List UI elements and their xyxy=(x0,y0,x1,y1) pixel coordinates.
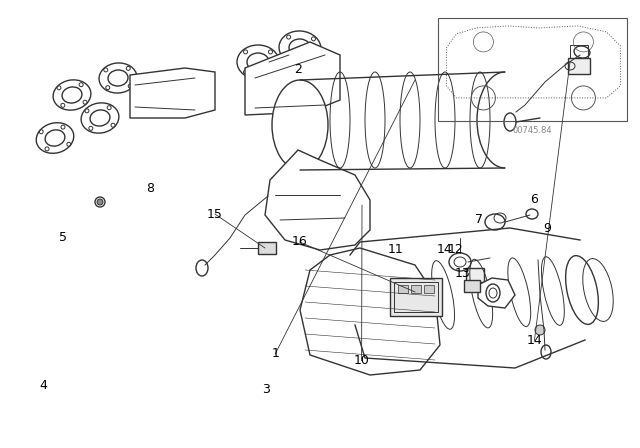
Ellipse shape xyxy=(342,263,374,332)
Bar xyxy=(390,278,442,316)
Bar xyxy=(570,45,588,59)
Text: 00745.84: 00745.84 xyxy=(513,126,552,135)
Polygon shape xyxy=(130,68,215,118)
Polygon shape xyxy=(300,248,440,375)
Bar xyxy=(466,268,484,282)
Text: 1: 1 xyxy=(271,347,279,361)
Polygon shape xyxy=(478,278,515,308)
Text: 7: 7 xyxy=(475,213,483,226)
Polygon shape xyxy=(245,42,340,115)
Bar xyxy=(568,58,590,74)
Bar xyxy=(464,280,480,292)
Bar xyxy=(424,285,434,293)
Text: 10: 10 xyxy=(354,354,369,367)
Polygon shape xyxy=(265,150,370,250)
Bar xyxy=(438,18,627,121)
Text: 9: 9 xyxy=(543,222,551,235)
Text: 11: 11 xyxy=(388,243,403,257)
Text: 15: 15 xyxy=(207,207,223,221)
Circle shape xyxy=(535,325,545,335)
Text: 3: 3 xyxy=(262,383,269,396)
Circle shape xyxy=(97,199,103,205)
Text: 13: 13 xyxy=(454,267,470,280)
Text: 2: 2 xyxy=(294,63,301,76)
Text: 14: 14 xyxy=(527,334,542,347)
Bar xyxy=(394,282,438,312)
Ellipse shape xyxy=(566,256,598,324)
Text: 14: 14 xyxy=(437,242,452,256)
Text: 6: 6 xyxy=(531,193,538,206)
Bar xyxy=(258,242,276,254)
Bar xyxy=(411,285,421,293)
Ellipse shape xyxy=(272,80,328,170)
Text: 4: 4 xyxy=(40,379,47,392)
Text: 5: 5 xyxy=(59,231,67,244)
Bar xyxy=(398,285,408,293)
Text: 8: 8 xyxy=(147,181,154,195)
Text: 12: 12 xyxy=(448,243,463,257)
Text: 16: 16 xyxy=(292,235,307,249)
